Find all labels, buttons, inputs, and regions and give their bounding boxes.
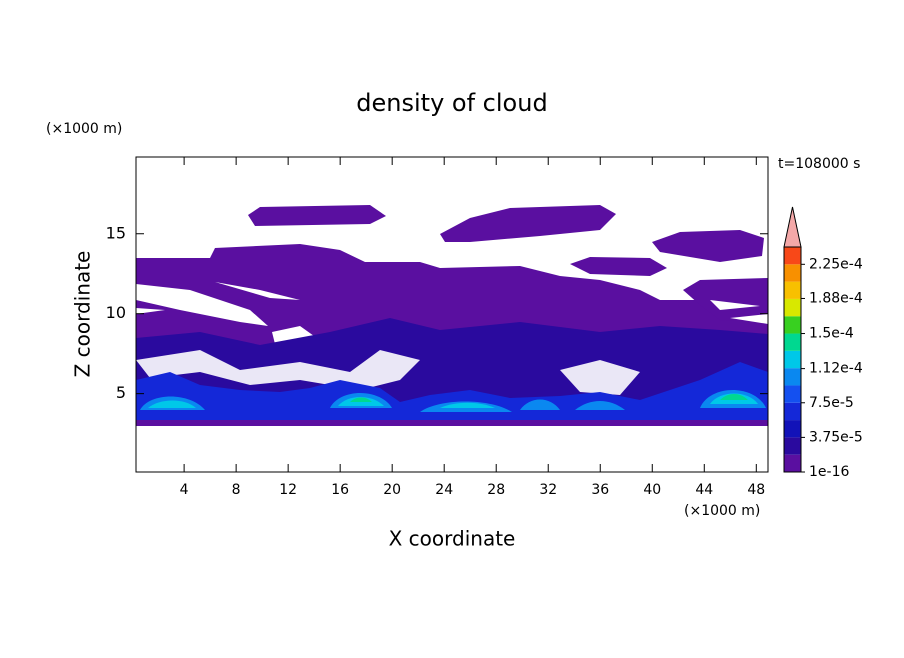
colorbar-band [784,454,801,472]
colorbar-band [784,368,801,386]
colorbar-band [784,385,801,403]
colorbar-band [784,420,801,438]
x-tick-label: 4 [180,482,189,498]
x-tick-label: 24 [435,482,453,498]
colorbar-band [784,247,801,265]
colorbar-band [784,281,801,299]
y-axis-label: Z coordinate [71,251,95,378]
x-axis-label: X coordinate [389,527,516,551]
colorbar-band [784,350,801,369]
colorbar-band [784,264,801,282]
colorbar-tick-label: 3.75e-5 [809,429,863,445]
y-tick-label: 10 [106,303,126,322]
x-tick-label: 28 [487,482,505,498]
x-tick-label: 32 [539,482,557,498]
colorbar-tick-label: 2.25e-4 [809,256,863,272]
x-tick-label: 12 [279,482,297,498]
x-tick-label: 40 [643,482,661,498]
x-tick-label: 44 [695,482,713,498]
colorbar-band [784,402,801,421]
colorbar-band [784,316,801,334]
x-tick-label: 8 [232,482,241,498]
y-tick-label: 15 [106,223,126,242]
x-tick-label: 16 [331,482,349,498]
colorbar-tick-label: 1.5e-4 [809,326,854,342]
colorbar-tick-label: 1e-16 [809,464,849,480]
colorbar-band [784,437,801,455]
x-tick-label: 48 [747,482,765,498]
colorbar-tick-label: 1.88e-4 [809,290,863,306]
y-tick-label: 5 [116,383,126,402]
colorbar-band [784,333,801,351]
colorbar-tick-label: 7.5e-5 [809,395,854,411]
plot-frame [135,156,769,473]
y-unit: (×1000 m) [46,121,122,137]
colorbar-tick-label: 1.12e-4 [809,361,863,377]
x-tick-label: 20 [383,482,401,498]
chart-title: density of cloud [356,89,547,117]
x-unit: (×1000 m) [684,503,760,519]
colorbar-band [784,298,801,317]
contour-field [136,205,768,426]
colorbar-frame [783,246,802,473]
x-tick-label: 36 [591,482,609,498]
annotation: t=108000 s [778,156,860,172]
colorbar-extension [783,206,802,248]
